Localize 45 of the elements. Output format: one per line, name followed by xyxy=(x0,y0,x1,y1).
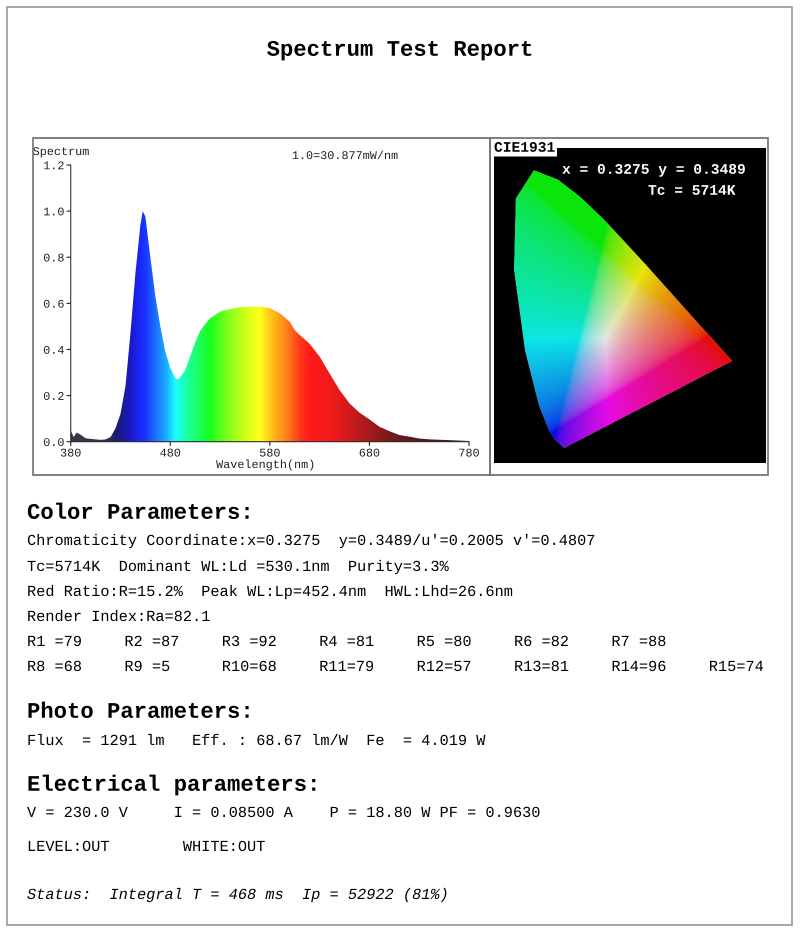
text: R10=68 xyxy=(223,660,276,672)
y-tick-label: 0.4 xyxy=(44,346,64,354)
text: R4 =81 xyxy=(320,636,374,646)
text: Photo Parameters: xyxy=(28,702,249,718)
y-tick-label: 0.6 xyxy=(44,300,64,308)
text: R9 =5 xyxy=(126,660,170,672)
text: R7 =88 xyxy=(612,636,666,646)
text: R3 =92 xyxy=(223,636,276,646)
text: Color Parameters: xyxy=(28,502,249,519)
x-tick-label: 480 xyxy=(160,448,180,457)
x-tick-label: 780 xyxy=(459,448,479,457)
text: LEVEL:OUT WHITE:OUT xyxy=(28,840,265,852)
x-axis-title: Wavelength(nm) xyxy=(216,459,314,471)
y-tick-label: 0.8 xyxy=(44,254,64,262)
text: R12=57 xyxy=(418,660,470,672)
text: R1 =79 xyxy=(28,636,81,646)
text: CIE1931 xyxy=(494,142,555,152)
text: R13=81 xyxy=(515,660,568,672)
text: V = 230.0 V I = 0.08500 A P = 18.80 W PF = 0.9630 xyxy=(27,806,540,818)
y-tick-label: 0.0 xyxy=(44,438,64,446)
text: Tc=5714K Dominant WL:Ld =530.1nm Purity=3.3% xyxy=(28,560,449,574)
text: Tc = 5714K xyxy=(648,185,736,195)
text: Electrical parameters: xyxy=(28,774,316,796)
y-tick-label: 1.0 xyxy=(44,208,64,216)
chart-title: Spectrum Test Report xyxy=(267,40,532,60)
text: Flux = 1291 lm Eff. : 68.67 lm/W Fe = 4.019 W xyxy=(28,734,486,746)
text: R6 =82 xyxy=(515,636,568,646)
text: 1.0=30.877mW/nm xyxy=(292,150,398,160)
x-tick-label: 380 xyxy=(60,448,81,457)
text: R14=96 xyxy=(612,660,666,672)
text: R2 =87 xyxy=(126,636,178,646)
x-tick-label: 680 xyxy=(360,448,380,457)
text: Chromaticity Coordinate:x=0.3275 y=0.3489/u'=0.2005 v'=0.4807 xyxy=(28,534,594,548)
x-tick-label: 580 xyxy=(260,448,280,457)
y-tick-label: 0.2 xyxy=(44,392,64,400)
text: Red Ratio:R=15.2% Peak WL:Lp=452.4nm HWL:Lhd=26.6nm xyxy=(28,584,512,600)
text: Status: Integral T = 468 ms Ip = 52922 (81%) xyxy=(27,888,446,902)
text: R15=74 xyxy=(710,660,764,672)
text: R11=79 xyxy=(320,660,374,672)
text: R5 =80 xyxy=(418,636,471,646)
y-axis-title: Spectrum xyxy=(33,147,89,158)
y-tick-label: 1.2 xyxy=(44,161,64,170)
text: x = 0.3275 y = 0.3489 xyxy=(562,164,745,177)
text: R8 =68 xyxy=(28,660,81,672)
text: Render Index:Ra=82.1 xyxy=(28,610,210,622)
